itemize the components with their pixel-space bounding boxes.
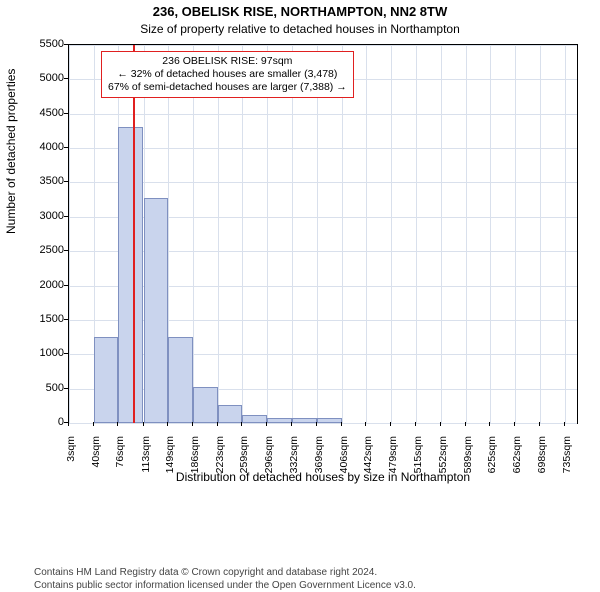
x-tick-mark — [365, 422, 366, 426]
x-tick-mark — [465, 422, 466, 426]
x-tick-mark — [514, 422, 515, 426]
y-tick-label: 4000 — [28, 141, 64, 153]
gridline-vertical — [218, 45, 219, 423]
gridline-vertical — [391, 45, 392, 423]
gridline-vertical — [441, 45, 442, 423]
gridline-vertical — [69, 45, 70, 423]
x-tick-mark — [143, 422, 144, 426]
x-tick-mark — [241, 422, 242, 426]
footer-line2: Contains public sector information licen… — [34, 579, 600, 592]
x-tick-mark — [489, 422, 490, 426]
y-tick-label: 5000 — [28, 72, 64, 84]
y-tick-mark — [64, 353, 68, 354]
x-tick-mark — [539, 422, 540, 426]
x-tick-mark — [440, 422, 441, 426]
x-tick-mark — [167, 422, 168, 426]
chart-container: 236, OBELISK RISE, NORTHAMPTON, NN2 8TW … — [0, 0, 600, 500]
y-tick-mark — [64, 250, 68, 251]
histogram-bar — [267, 418, 291, 423]
y-tick-mark — [64, 216, 68, 217]
page-title: 236, OBELISK RISE, NORTHAMPTON, NN2 8TW — [0, 4, 600, 19]
y-tick-mark — [64, 285, 68, 286]
y-tick-label: 3500 — [28, 175, 64, 187]
footer: Contains HM Land Registry data © Crown c… — [0, 566, 600, 592]
y-tick-mark — [64, 181, 68, 182]
gridline-horizontal — [69, 45, 577, 46]
x-tick-mark — [390, 422, 391, 426]
histogram-bar — [193, 387, 218, 423]
plot-area: 236 OBELISK RISE: 97sqm ← 32% of detache… — [68, 44, 578, 424]
y-tick-label: 1000 — [28, 347, 64, 359]
y-tick-label: 5500 — [28, 38, 64, 50]
x-tick-mark — [341, 422, 342, 426]
histogram-bar — [292, 418, 317, 423]
footer-line1: Contains HM Land Registry data © Crown c… — [34, 566, 600, 579]
y-tick-mark — [64, 388, 68, 389]
gridline-horizontal — [69, 148, 577, 149]
y-tick-label: 500 — [28, 382, 64, 394]
x-tick-mark — [93, 422, 94, 426]
histogram-bar — [94, 337, 118, 423]
y-tick-mark — [64, 319, 68, 320]
gridline-horizontal — [69, 423, 577, 424]
gridline-vertical — [317, 45, 318, 423]
annotation-box: 236 OBELISK RISE: 97sqm ← 32% of detache… — [101, 51, 354, 98]
y-tick-label: 3000 — [28, 210, 64, 222]
y-tick-label: 4500 — [28, 107, 64, 119]
x-tick-mark — [266, 422, 267, 426]
y-axis-label: Number of detached properties — [4, 69, 18, 234]
annotation-line3: 67% of semi-detached houses are larger (… — [108, 81, 347, 94]
gridline-vertical — [565, 45, 566, 423]
gridline-vertical — [416, 45, 417, 423]
histogram-bar — [242, 415, 267, 423]
y-tick-mark — [64, 113, 68, 114]
x-tick-mark — [68, 422, 69, 426]
gridline-vertical — [540, 45, 541, 423]
gridline-vertical — [515, 45, 516, 423]
gridline-vertical — [292, 45, 293, 423]
histogram-bar — [218, 405, 242, 423]
x-tick-mark — [415, 422, 416, 426]
x-axis-label: Distribution of detached houses by size … — [68, 470, 578, 484]
y-tick-label: 2500 — [28, 244, 64, 256]
x-tick-mark — [117, 422, 118, 426]
gridline-vertical — [267, 45, 268, 423]
gridline-horizontal — [69, 182, 577, 183]
marker-line — [133, 45, 135, 423]
gridline-vertical — [366, 45, 367, 423]
histogram-bar — [317, 418, 342, 423]
x-tick-mark — [564, 422, 565, 426]
y-tick-label: 2000 — [28, 279, 64, 291]
x-tick-mark — [217, 422, 218, 426]
y-tick-mark — [64, 44, 68, 45]
x-tick-mark — [192, 422, 193, 426]
y-tick-mark — [64, 147, 68, 148]
gridline-vertical — [490, 45, 491, 423]
gridline-vertical — [193, 45, 194, 423]
gridline-vertical — [242, 45, 243, 423]
gridline-vertical — [466, 45, 467, 423]
y-tick-mark — [64, 78, 68, 79]
page-subtitle: Size of property relative to detached ho… — [0, 22, 600, 36]
histogram-bar — [118, 127, 143, 423]
gridline-vertical — [342, 45, 343, 423]
gridline-horizontal — [69, 114, 577, 115]
x-tick-mark — [316, 422, 317, 426]
y-tick-label: 1500 — [28, 313, 64, 325]
histogram-bar — [144, 198, 168, 423]
annotation-line2: ← 32% of detached houses are smaller (3,… — [108, 68, 347, 81]
x-tick-mark — [291, 422, 292, 426]
histogram-bar — [168, 337, 193, 423]
y-tick-label: 0 — [28, 416, 64, 428]
annotation-line1: 236 OBELISK RISE: 97sqm — [108, 55, 347, 68]
chart-page: 236, OBELISK RISE, NORTHAMPTON, NN2 8TW … — [0, 0, 600, 546]
